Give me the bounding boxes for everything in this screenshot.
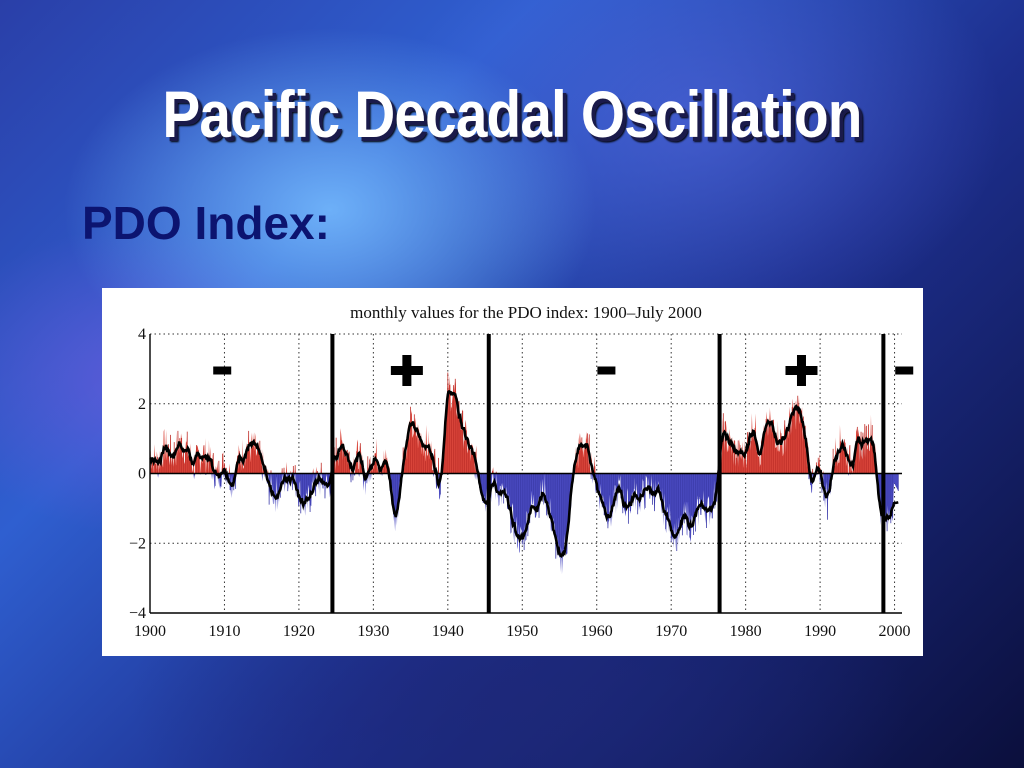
slide-title: Pacific Decadal Oscillation <box>162 77 862 151</box>
pdo-chart-panel: monthly values for the PDO index: 1900–J… <box>102 288 923 656</box>
x-tick-label: 1910 <box>208 623 240 640</box>
y-tick-label: −2 <box>129 535 146 552</box>
x-tick-label: 2000 <box>879 623 911 640</box>
pdo-line <box>149 389 899 559</box>
x-tick-label: 1970 <box>655 623 687 640</box>
x-tick-label: 1980 <box>730 623 762 640</box>
regime-minus-sign <box>597 366 616 375</box>
x-tick-label: 1950 <box>506 623 538 640</box>
regime-minus-sign <box>895 366 914 375</box>
x-tick-label: 1940 <box>432 623 464 640</box>
x-tick-label: 1920 <box>283 623 315 640</box>
regime-plus-sign <box>796 355 806 386</box>
x-tick-label: 1960 <box>581 623 613 640</box>
pdo-chart: monthly values for the PDO index: 1900–J… <box>129 303 914 640</box>
y-tick-label: 4 <box>138 326 146 343</box>
slide-subtitle: PDO Index: <box>82 197 330 249</box>
regime-plus-sign <box>402 355 412 386</box>
y-tick-label: 2 <box>138 396 146 413</box>
y-tick-label: 0 <box>138 466 146 483</box>
y-tick-label: −4 <box>129 605 146 622</box>
chart-title: monthly values for the PDO index: 1900–J… <box>350 303 702 322</box>
x-tick-label: 1930 <box>357 623 389 640</box>
regime-minus-sign <box>213 366 232 375</box>
x-tick-label: 1990 <box>804 623 836 640</box>
x-tick-label: 1900 <box>134 623 166 640</box>
